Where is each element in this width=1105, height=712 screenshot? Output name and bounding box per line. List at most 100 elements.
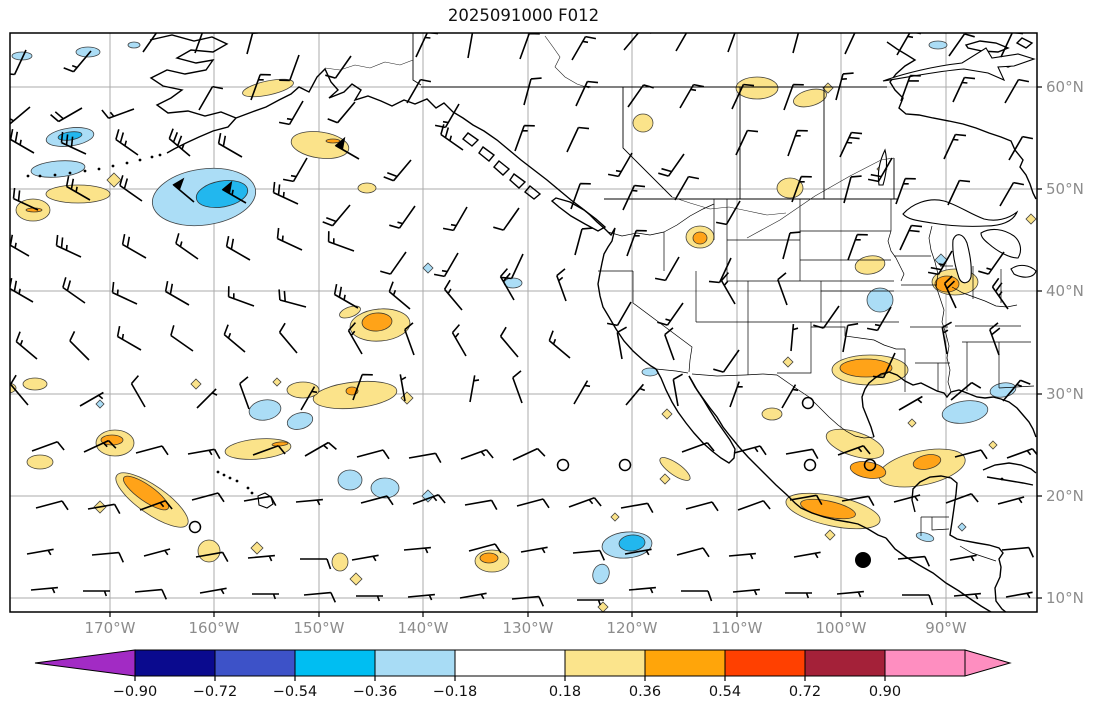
coastline (550, 197, 607, 232)
wind-barb (727, 33, 736, 53)
wind-barb (79, 391, 104, 407)
coastline (493, 160, 511, 176)
colorbar (34, 649, 1012, 677)
wind-barb (467, 33, 474, 59)
contour-patch-diamond (957, 522, 967, 532)
wind-barb (681, 442, 715, 453)
x-tick-label: 90°W (925, 619, 967, 637)
contour-patch-diamond (824, 529, 836, 541)
wind-barb (841, 495, 875, 506)
wind-barb (191, 492, 225, 503)
country-province-border (412, 33, 422, 86)
contour-patch (127, 41, 141, 49)
river (746, 157, 895, 239)
wind-barb (499, 326, 519, 358)
wind-barb (1001, 546, 1035, 558)
coastline (885, 537, 992, 612)
state-border (810, 322, 905, 350)
wind-barb (728, 552, 756, 560)
state-border (959, 545, 997, 562)
wind-barb (347, 322, 363, 355)
storm-center-dot (855, 552, 871, 568)
y-tick-label: 20°N (1046, 487, 1084, 505)
island-dot (125, 161, 129, 165)
coastline (688, 375, 887, 539)
contour-patch (912, 454, 942, 470)
wind-barb (83, 439, 117, 453)
wind-barb (664, 327, 675, 361)
wind-barb (243, 495, 277, 506)
wind-barb (26, 548, 54, 556)
wind-barb (134, 588, 168, 600)
wind-barb (356, 449, 390, 460)
river (324, 59, 414, 71)
wind-barb (729, 381, 743, 408)
wind-barb (573, 380, 591, 405)
coastline (478, 146, 496, 162)
wind-barb (63, 50, 92, 73)
country-province-border (622, 87, 673, 198)
contour-patch (941, 400, 989, 424)
contour-patch (286, 412, 314, 430)
wind-barb (135, 445, 169, 456)
island-dot (216, 470, 220, 474)
wind-barb (708, 257, 732, 284)
contour-patch-diamond (349, 572, 363, 586)
wind-barb (388, 281, 411, 310)
wind-barb (227, 286, 255, 307)
wind-barb (199, 587, 227, 595)
wind-barb (672, 373, 683, 407)
colorbar-tick-label: −0.90 (112, 684, 158, 700)
wind-barb (87, 503, 121, 514)
island-dot (26, 174, 30, 178)
wind-barb (278, 100, 304, 126)
wind-barb (512, 447, 546, 461)
island-dot (68, 171, 72, 175)
calm-wind-circle (618, 458, 632, 472)
coastline (982, 462, 1037, 474)
wind-barb (606, 301, 632, 327)
wind-barb (62, 277, 86, 304)
wind-barb (412, 494, 446, 505)
wind-barb (954, 449, 988, 460)
x-tick-label: 160°W (188, 619, 240, 637)
coastline (166, 117, 237, 154)
wind-barb (520, 546, 548, 554)
wind-barb (785, 448, 819, 459)
wind-barb (867, 157, 893, 183)
contour-patch (735, 76, 779, 100)
contour-patch (839, 358, 893, 378)
wind-barb (737, 500, 771, 511)
contour-patch-diamond (661, 408, 673, 420)
wind-barb (620, 502, 654, 513)
wind-barb (499, 268, 515, 301)
wind-barb (781, 384, 799, 409)
wind-barb (119, 175, 143, 202)
wind-barb (720, 272, 736, 305)
wind-barb (893, 494, 921, 503)
wind-barb (731, 83, 755, 110)
island-dot (38, 174, 42, 178)
wind-barb (83, 590, 110, 597)
colorbar-segment (294, 649, 376, 677)
wind-barb (300, 558, 332, 570)
wind-barb (674, 175, 700, 201)
wind-barb (10, 106, 31, 125)
river (544, 35, 590, 89)
wind-barb (842, 322, 859, 353)
wind-barb (627, 84, 654, 108)
state-border (887, 199, 905, 282)
wind-barb (952, 76, 976, 103)
wind-barb (322, 204, 351, 227)
island-dot (97, 167, 101, 171)
contour-patch-diamond (610, 512, 620, 522)
wind-barb (217, 132, 243, 158)
wind-barb (12, 187, 39, 211)
coastline (861, 371, 1037, 438)
island-dot (53, 173, 57, 177)
calm-wind-circle (188, 520, 202, 534)
wind-barb (616, 326, 627, 360)
state-border (691, 373, 778, 377)
wind-barb (404, 322, 415, 356)
